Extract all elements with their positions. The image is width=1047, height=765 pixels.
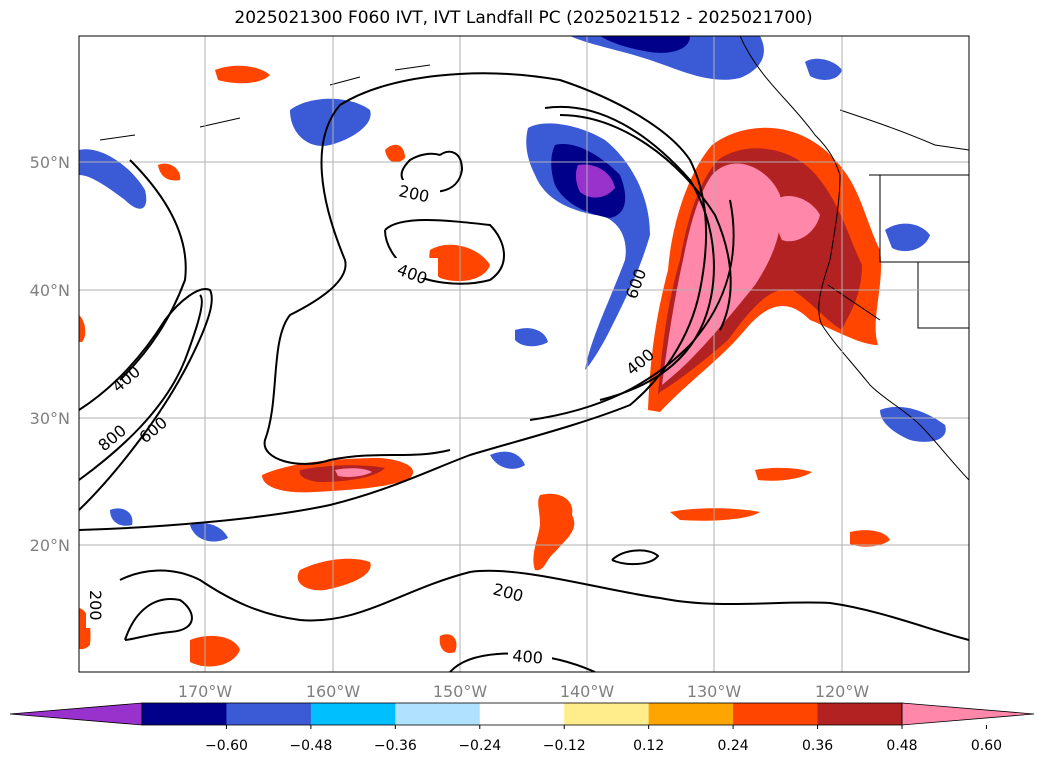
map-frame xyxy=(78,35,970,673)
colorbar-extend-low xyxy=(9,702,143,726)
lon-label-120w: 120°W xyxy=(815,682,870,701)
colorbar: −0.60 −0.48 −0.36 −0.24 −0.12 0.12 0.24 0.36 0.4… xyxy=(9,702,1035,754)
colorbar-segment xyxy=(733,703,819,725)
colorbar-label: −0.24 xyxy=(458,738,501,754)
colorbar-segment xyxy=(226,703,312,725)
colorbar-segment xyxy=(564,703,650,725)
lon-label-130w: 130°W xyxy=(687,682,742,701)
coastline xyxy=(99,36,969,481)
lon-label-160w: 160°W xyxy=(306,682,361,701)
colorbar-segment xyxy=(817,703,903,725)
colorbar-label: −0.60 xyxy=(205,738,248,754)
longitude-labels: 170°W 160°W 150°W 140°W 130°W 120°W xyxy=(178,682,870,701)
graticule xyxy=(79,36,969,672)
colorbar-label: −0.36 xyxy=(374,738,417,754)
lon-label-170w: 170°W xyxy=(178,682,233,701)
colorbar-label: −0.12 xyxy=(543,738,586,754)
colorbar-segment xyxy=(648,703,734,725)
lat-label-50n: 50°N xyxy=(30,153,70,172)
colorbar-label: 0.24 xyxy=(718,738,749,754)
lon-label-150w: 150°W xyxy=(433,682,488,701)
map-title: 2025021300 F060 IVT, IVT Landfall PC (20… xyxy=(234,8,813,28)
ivt-shading xyxy=(79,36,946,667)
colorbar-label: 0.48 xyxy=(886,738,917,754)
colorbar-label: 0.60 xyxy=(971,738,1002,754)
contour-label-400-south: 400 xyxy=(512,646,544,668)
map-panel: 200 400 400 600 800 600 400 200 200 400 xyxy=(79,36,969,672)
lat-label-30n: 30°N xyxy=(30,409,70,428)
lat-label-40n: 40°N xyxy=(30,281,70,300)
colorbar-label: 0.36 xyxy=(802,738,833,754)
colorbar-label: 0.12 xyxy=(633,738,664,754)
colorbar-segment xyxy=(142,703,227,725)
latitude-labels: 50°N 40°N 30°N 20°N xyxy=(30,153,70,555)
colorbar-frame xyxy=(141,702,903,726)
colorbar-segment xyxy=(310,703,396,725)
lon-label-140w: 140°W xyxy=(560,682,615,701)
colorbar-segment xyxy=(395,703,481,725)
colorbar-label: −0.48 xyxy=(289,738,332,754)
colorbar-extend-high xyxy=(901,702,1035,726)
lat-label-20n: 20°N xyxy=(30,536,70,555)
colorbar-segment xyxy=(479,703,565,725)
contour-label-200-west: 200 xyxy=(86,590,105,621)
